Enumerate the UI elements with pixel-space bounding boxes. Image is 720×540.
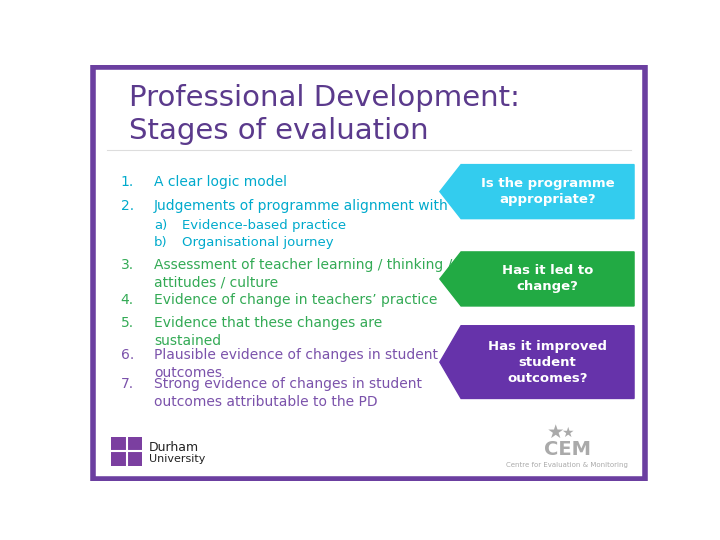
Text: Plausible evidence of changes in student: Plausible evidence of changes in student <box>154 348 438 362</box>
Text: ★: ★ <box>547 423 564 442</box>
Text: A clear logic model: A clear logic model <box>154 175 287 189</box>
Polygon shape <box>440 252 634 306</box>
Text: Evidence of change in teachers’ practice: Evidence of change in teachers’ practice <box>154 293 438 307</box>
FancyBboxPatch shape <box>111 437 142 466</box>
Text: Has it led to
change?: Has it led to change? <box>502 265 593 293</box>
Text: Judgements of programme alignment with: Judgements of programme alignment with <box>154 199 449 213</box>
Text: Assessment of teacher learning / thinking /: Assessment of teacher learning / thinkin… <box>154 258 452 272</box>
Text: Centre for Evaluation & Monitoring: Centre for Evaluation & Monitoring <box>506 462 628 468</box>
Text: 6.: 6. <box>121 348 134 362</box>
Text: Is the programme
appropriate?: Is the programme appropriate? <box>481 177 614 206</box>
Text: b): b) <box>154 236 168 249</box>
Text: Durham: Durham <box>148 441 199 454</box>
Text: Evidence-based practice: Evidence-based practice <box>182 219 346 233</box>
Text: attitudes / culture: attitudes / culture <box>154 275 279 289</box>
Text: Professional Development:: Professional Development: <box>129 84 520 112</box>
Text: 2.: 2. <box>121 199 134 213</box>
Text: Evidence that these changes are: Evidence that these changes are <box>154 316 382 330</box>
Text: outcomes attributable to the PD: outcomes attributable to the PD <box>154 395 378 409</box>
Polygon shape <box>440 326 634 399</box>
Text: Stages of evaluation: Stages of evaluation <box>129 117 428 145</box>
Text: a): a) <box>154 219 168 233</box>
Polygon shape <box>440 165 634 219</box>
FancyBboxPatch shape <box>93 67 645 478</box>
Text: outcomes: outcomes <box>154 366 222 380</box>
Text: Has it improved
student
outcomes?: Has it improved student outcomes? <box>488 340 607 384</box>
Text: 4.: 4. <box>121 293 134 307</box>
Text: CEM: CEM <box>544 440 590 459</box>
Text: 1.: 1. <box>121 175 134 189</box>
Text: 5.: 5. <box>121 316 134 330</box>
Text: University: University <box>148 454 205 464</box>
Text: 7.: 7. <box>121 377 134 392</box>
Text: ★: ★ <box>561 426 573 440</box>
Text: Organisational journey: Organisational journey <box>182 236 333 249</box>
Text: Strong evidence of changes in student: Strong evidence of changes in student <box>154 377 422 392</box>
Text: sustained: sustained <box>154 334 221 348</box>
Text: 3.: 3. <box>121 258 134 272</box>
